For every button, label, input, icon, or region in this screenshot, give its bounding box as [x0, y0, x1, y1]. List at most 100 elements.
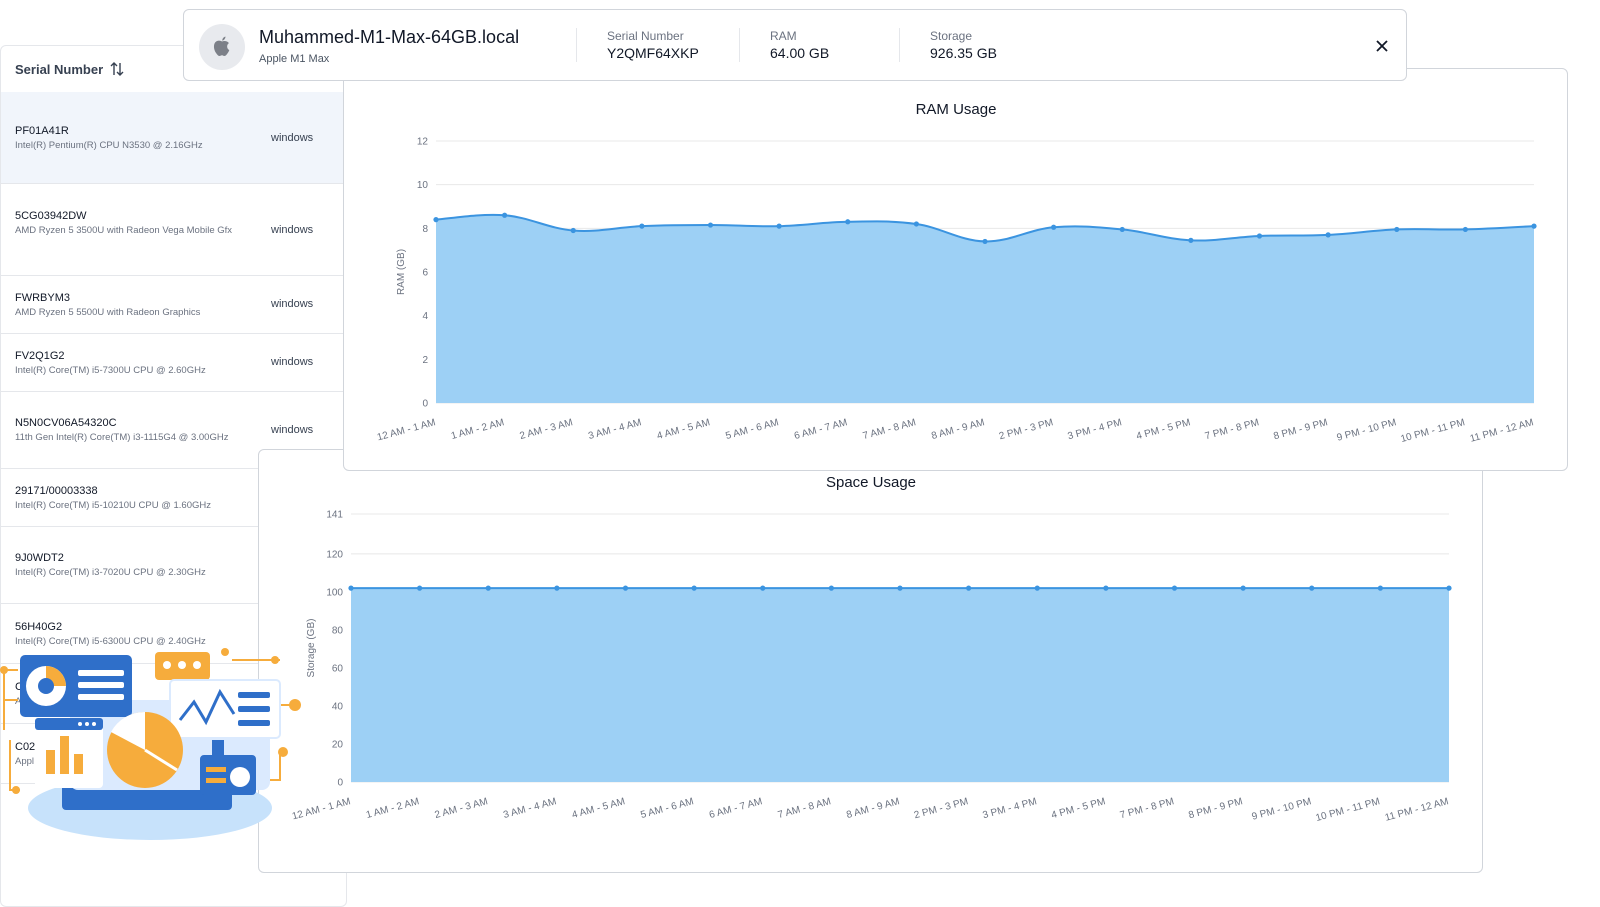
table-row[interactable]: FV2Q1G2 Intel(R) Core(TM) i5-7300U CPU @… [1, 334, 346, 392]
table-row[interactable]: 9J0WDT2 Intel(R) Core(TM) i3-7020U CPU @… [1, 527, 346, 604]
ram-data-point [502, 212, 508, 218]
table-row[interactable]: FWRBYM3 AMD Ryzen 5 5500U with Radeon Gr… [1, 276, 346, 334]
row-serial: N5N0CV06A54320C [15, 417, 117, 429]
row-os: windows [271, 224, 314, 236]
ram-y-tick-label: 4 [422, 311, 428, 322]
ram-y-tick-label: 12 [417, 137, 429, 148]
ram-y-tick-label: 6 [422, 268, 428, 279]
space-data-point [1240, 585, 1246, 591]
row-serial: 9J0WDT2 [15, 552, 64, 564]
row-cpu: Intel(R) Core(TM) i5-7300U CPU @ 2.60GHz [15, 365, 206, 376]
ram-chart-title: RAM Usage [916, 101, 997, 118]
space-y-tick-label: 0 [337, 778, 343, 789]
sort-icon[interactable] [109, 61, 125, 77]
ram-x-tick-label: 1 AM - 2 AM [450, 417, 505, 442]
ram-usage-chart-card: RAM Usage RAM (GB) 0 2 4 6 8 10 12 12 AM - 1 AM 1 … [343, 68, 1568, 471]
ram-x-tick-label: 4 PM - 5 PM [1135, 417, 1192, 442]
space-x-tick-label: 5 AM - 6 AM [639, 796, 694, 821]
space-x-tick-label: 4 PM - 5 PM [1050, 796, 1107, 821]
space-area-fill [351, 588, 1449, 782]
space-y-tick-label: 100 [326, 587, 343, 598]
ram-data-point [1531, 223, 1537, 229]
space-data-point [1034, 585, 1040, 591]
space-data-point [622, 585, 629, 591]
row-cpu: Intel(R) Core(TM) i3-7020U CPU @ 2.30GHz [15, 567, 206, 578]
space-y-tick-label: 60 [332, 663, 344, 674]
space-data-point [485, 585, 491, 591]
ram-data-point [1325, 232, 1331, 238]
device-detail-header: Muhammed-M1-Max-64GB.local Apple M1 Max … [183, 9, 1407, 81]
device-name: Muhammed-M1-Max-64GB.local [259, 27, 520, 47]
space-x-tick-label: 2 PM - 3 PM [913, 796, 970, 821]
close-icon [1376, 40, 1388, 52]
space-x-tick-label: 3 PM - 4 PM [981, 796, 1038, 821]
ram-data-point [707, 222, 714, 228]
serial-number-column-header[interactable]: Serial Number [15, 61, 104, 77]
ram-area-fill [436, 214, 1534, 403]
space-data-point [1103, 585, 1109, 591]
space-x-tick-label: 4 AM - 5 AM [571, 796, 626, 821]
divider [899, 28, 900, 62]
ram-data-point [433, 217, 439, 223]
space-x-tick-label: 1 AM - 2 AM [365, 796, 420, 821]
storage-value: 926.35 GB [930, 45, 997, 61]
ram-data-point [1188, 237, 1194, 243]
ram-data-point [1051, 224, 1057, 230]
divider [739, 28, 740, 62]
ram-x-tick-label: 3 AM - 4 AM [587, 417, 642, 442]
space-y-tick-label: 120 [326, 549, 343, 560]
ram-x-tick-label: 8 AM - 9 AM [930, 417, 985, 442]
apple-logo-icon [199, 24, 245, 70]
serial-number-value: Y2QMF64XKP [607, 45, 699, 61]
ram-data-point [1119, 226, 1125, 233]
row-serial: C02 [15, 741, 36, 753]
ram-data-point [845, 219, 851, 225]
space-data-point [1377, 585, 1383, 591]
ram-x-tick-label: 11 PM - 12 AM [1469, 417, 1535, 445]
ram-usage-chart: RAM Usage RAM (GB) 0 2 4 6 8 10 12 12 AM - 1 AM 1 … [376, 101, 1537, 445]
space-data-point [554, 585, 560, 591]
row-serial: 29171/00003338 [15, 485, 98, 497]
ram-y-axis-label: RAM (GB) [396, 249, 407, 295]
ram-data-point [776, 223, 782, 229]
space-data-point [691, 585, 697, 591]
ram-label: RAM [770, 29, 797, 43]
space-x-tick-label: 2 AM - 3 AM [434, 796, 489, 821]
space-data-point [1309, 585, 1315, 591]
ram-x-tick-label: 12 AM - 1 AM [376, 417, 437, 443]
ram-x-tick-label: 7 PM - 8 PM [1204, 417, 1261, 442]
space-y-tick-label: 141 [326, 510, 343, 521]
space-y-axis-label: Storage (GB) [306, 619, 317, 678]
ram-data-point [982, 238, 988, 245]
space-chart-title: Space Usage [826, 474, 916, 491]
ram-y-tick-label: 10 [417, 180, 429, 191]
table-row[interactable]: N5N0CV06A54320C 11th Gen Intel(R) Core(T… [1, 392, 346, 469]
row-serial: 56H40G2 [15, 621, 63, 633]
space-x-tick-label: 3 AM - 4 AM [502, 796, 557, 821]
row-os: windows [271, 132, 314, 144]
ram-data-point [1256, 233, 1263, 239]
ram-x-tick-label: 9 PM - 10 PM [1336, 417, 1398, 443]
space-x-tick-label: 9 PM - 10 PM [1251, 796, 1313, 822]
close-button[interactable] [1374, 38, 1390, 54]
ram-x-tick-label: 2 PM - 3 PM [998, 417, 1055, 442]
table-row[interactable]: PF01A41R Intel(R) Pentium(R) CPU N3530 @… [1, 92, 346, 184]
ram-x-tick-label: 6 AM - 7 AM [793, 417, 848, 442]
ram-y-tick-label: 2 [422, 355, 428, 366]
row-cpu: AMD Ryzen 5 5500U with Radeon Graphics [15, 307, 201, 318]
ram-x-tick-label: 4 AM - 5 AM [656, 417, 711, 442]
space-data-point [417, 585, 423, 591]
row-os: windows [271, 424, 314, 436]
space-data-point [760, 585, 766, 591]
table-row[interactable]: 29171/00003338 Intel(R) Core(TM) i5-1021… [1, 469, 346, 527]
ram-y-tick-label: 8 [422, 224, 428, 235]
ram-data-point [1462, 226, 1468, 233]
space-data-point [897, 585, 903, 591]
serial-number-label: Serial Number [607, 29, 684, 43]
table-row[interactable]: 5CG03942DW AMD Ryzen 5 3500U with Radeon… [1, 184, 346, 276]
ram-data-point [913, 221, 919, 227]
row-serial: 5CG03942DW [15, 210, 87, 222]
ram-data-point [570, 227, 576, 234]
storage-label: Storage [930, 29, 973, 43]
space-usage-chart: Space Usage Storage (GB) 0 20 40 60 80 100 120 14… [291, 474, 1452, 824]
